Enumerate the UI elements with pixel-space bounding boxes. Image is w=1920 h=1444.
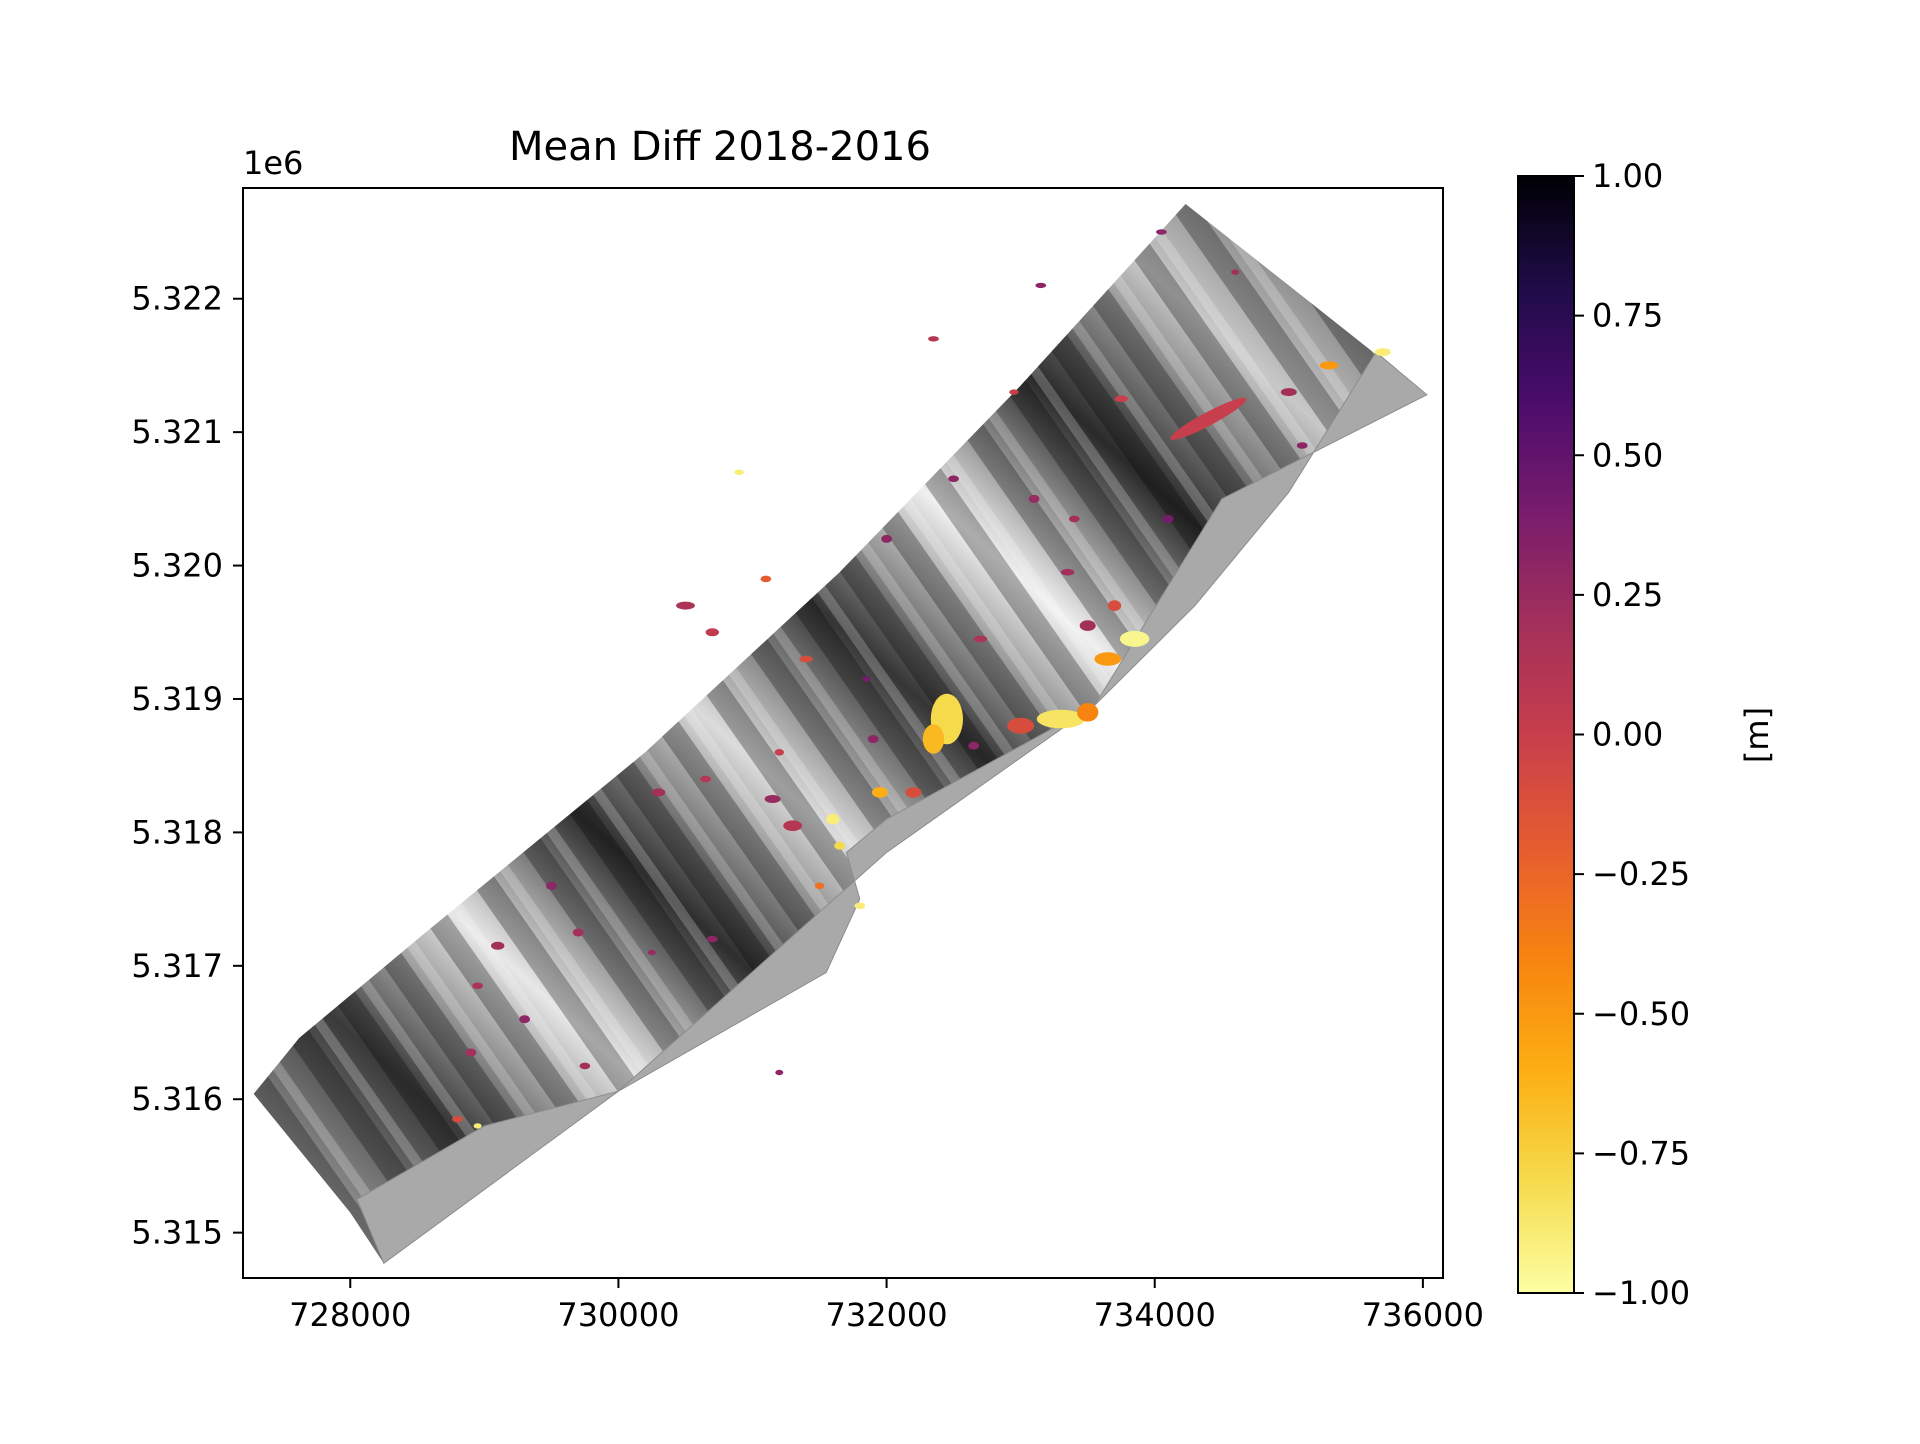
- x-tick-label: 732000: [825, 1296, 947, 1334]
- change-patch: [862, 676, 871, 682]
- change-patch: [1162, 514, 1174, 523]
- colorbar-tick-label: −1.00: [1592, 1274, 1690, 1312]
- change-patch: [452, 1115, 463, 1123]
- colorbar: [1517, 175, 1575, 1294]
- change-patch: [472, 982, 483, 990]
- colorbar-ticks: 1.00 0.75 0.50 0.25 0.00 −0.25 −0.50 −0.75 −1.00: [1574, 157, 1690, 1312]
- change-patch: [922, 724, 945, 754]
- change-patch: [700, 775, 711, 783]
- change-patch: [546, 881, 557, 890]
- change-patch: [465, 1048, 477, 1057]
- change-patch: [871, 787, 888, 798]
- change-patch: [799, 655, 813, 663]
- change-patch: [1114, 395, 1128, 403]
- colorbar-tick-label: −0.50: [1592, 995, 1690, 1033]
- x-tick-label: 736000: [1362, 1296, 1484, 1334]
- change-patch: [1231, 269, 1240, 275]
- colorbar-tick-label: 1.00: [1592, 157, 1663, 195]
- change-patch: [1094, 652, 1122, 666]
- change-patch: [579, 1062, 591, 1070]
- change-patch: [1079, 620, 1096, 631]
- change-patch: [826, 813, 840, 825]
- chart-title: Mean Diff 2018-2016: [509, 124, 931, 170]
- change-patch: [706, 935, 718, 943]
- colorbar-tick-label: −0.75: [1592, 1134, 1690, 1172]
- change-patch: [854, 902, 866, 910]
- y-tick-label: 5.317: [131, 947, 223, 985]
- change-patch: [572, 928, 584, 937]
- change-patch: [1119, 630, 1150, 647]
- colorbar-tick-label: 0.25: [1592, 576, 1663, 614]
- change-patch: [948, 475, 959, 483]
- change-patch: [1036, 709, 1085, 729]
- y-axis: 5.315 5.316 5.317 5.318 5.319 5.320 5.321 5.322: [131, 280, 243, 1252]
- change-patch: [519, 1015, 530, 1024]
- colorbar-tick-label: −0.25: [1592, 855, 1690, 893]
- y-tick-label: 5.315: [131, 1214, 223, 1252]
- x-tick-label: 730000: [557, 1296, 679, 1334]
- change-patch: [764, 795, 781, 803]
- change-patch: [1060, 568, 1075, 576]
- change-patch: [834, 841, 845, 850]
- change-patch: [473, 1123, 482, 1129]
- change-patch: [1280, 388, 1297, 397]
- change-patch: [734, 469, 744, 475]
- change-patch: [1107, 600, 1122, 611]
- y-tick-label: 5.321: [131, 413, 223, 451]
- change-patch: [1028, 494, 1040, 503]
- change-patch: [1007, 717, 1035, 734]
- y-axis-offset-label: 1e6: [243, 144, 303, 182]
- x-tick-label: 728000: [289, 1296, 411, 1334]
- axes-frame: [242, 187, 1444, 1279]
- change-patch: [676, 601, 695, 610]
- y-tick-label: 5.318: [131, 813, 223, 851]
- change-patch: [651, 788, 666, 797]
- change-patch: [881, 534, 892, 543]
- change-patch: [647, 949, 656, 956]
- change-patch: [1035, 282, 1047, 289]
- change-patch: [968, 741, 980, 750]
- y-tick-label: 5.319: [131, 680, 223, 718]
- change-patch: [1296, 442, 1308, 449]
- change-patch: [1170, 397, 1247, 440]
- change-patch: [1319, 361, 1339, 370]
- colorbar-tick-label: 0.75: [1592, 297, 1663, 335]
- change-patch: [775, 1069, 784, 1076]
- change-patch: [774, 749, 784, 756]
- colorbar-tick-label: 0.50: [1592, 436, 1663, 474]
- change-patch: [814, 882, 825, 890]
- map-layer: [253, 204, 1428, 1265]
- change-patch: [491, 941, 505, 950]
- x-axis: 728000 730000 732000 734000 736000: [289, 1278, 1484, 1334]
- change-patches: [452, 229, 1391, 1129]
- change-patch: [1156, 229, 1167, 235]
- x-tick-label: 734000: [1094, 1296, 1216, 1334]
- change-patch: [760, 575, 772, 583]
- colorbar-label: [m]: [1738, 707, 1776, 763]
- y-tick-label: 5.316: [131, 1080, 223, 1118]
- change-patch: [905, 787, 922, 798]
- change-patch: [973, 635, 988, 643]
- colorbar-tick-label: 0.00: [1592, 716, 1663, 754]
- hillshade-texture: [253, 204, 1427, 1264]
- change-patch: [1077, 703, 1099, 722]
- change-patch: [1009, 389, 1019, 395]
- change-patch: [1068, 515, 1080, 523]
- change-patch: [783, 820, 803, 831]
- change-patch: [928, 336, 939, 342]
- y-tick-label: 5.322: [131, 280, 223, 318]
- change-patch: [867, 735, 879, 743]
- y-tick-label: 5.320: [131, 547, 223, 585]
- change-patch: [1374, 348, 1391, 357]
- water-area: [356, 351, 1428, 1265]
- change-patch: [705, 628, 719, 637]
